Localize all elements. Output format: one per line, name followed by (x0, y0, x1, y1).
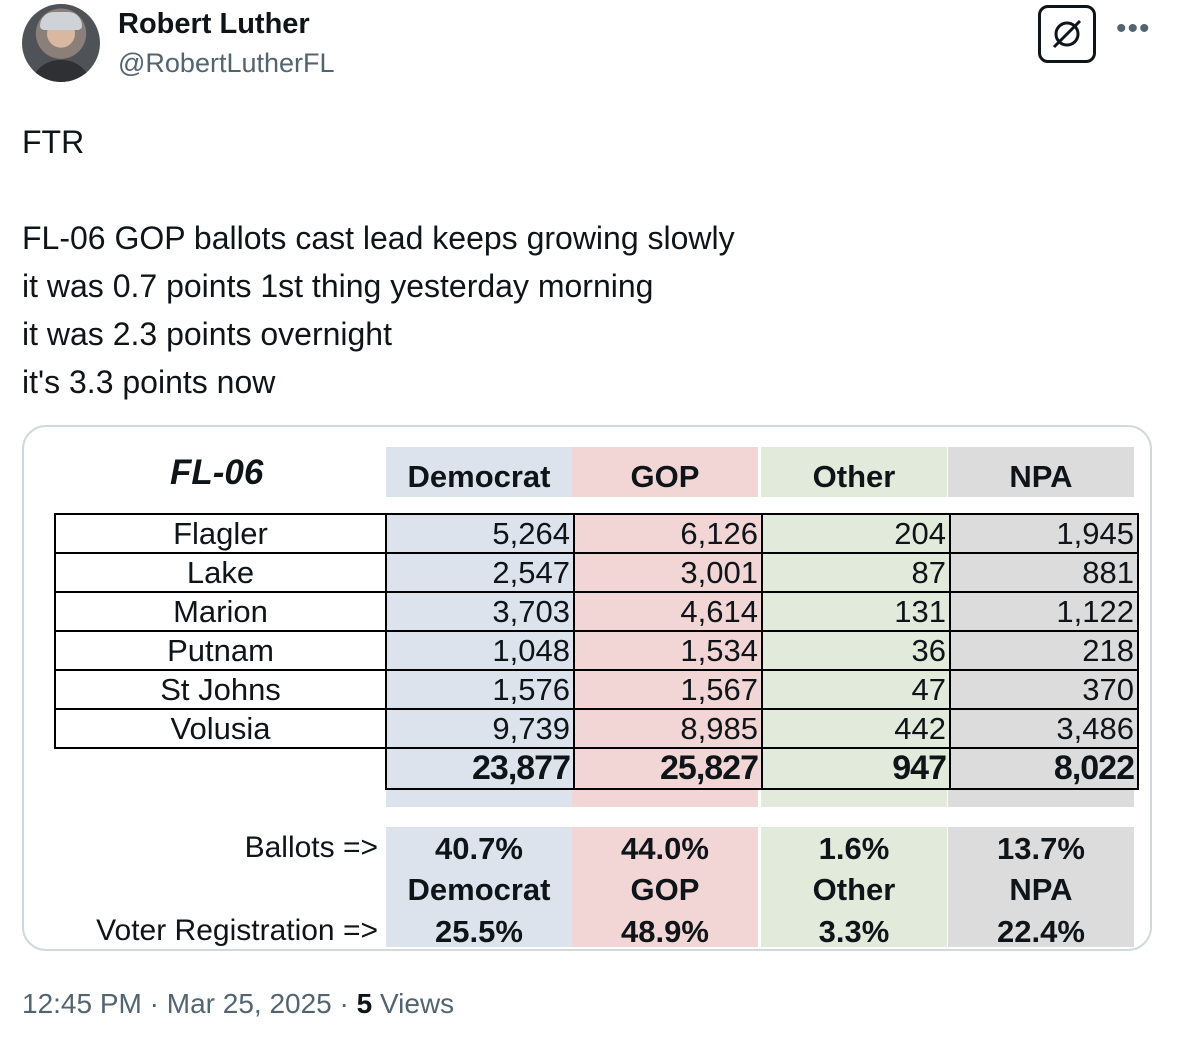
npa-cell: 370 (949, 669, 1139, 710)
totals-row: 23,877 25,827 947 8,022 (55, 747, 1139, 790)
npa-cell: 1,945 (949, 513, 1139, 554)
ballots-table: Flagler 5,264 6,126 204 1,945 Lake 2,547… (54, 513, 1139, 790)
tweet-time[interactable]: 12:45 PM (22, 988, 142, 1019)
table-row: Putnam 1,048 1,534 36 218 (54, 630, 1139, 671)
democrat-cell: 1,576 (385, 669, 575, 710)
democrat-cell: 2,547 (385, 552, 575, 593)
header-gop: GOP (630, 459, 700, 494)
npa-cell: 881 (949, 552, 1139, 593)
other-cell: 131 (761, 591, 951, 632)
table-row: St Johns 1,576 1,567 47 370 (54, 669, 1139, 710)
gop-cell: 1,534 (573, 630, 763, 671)
npa-total: 8,022 (949, 747, 1139, 790)
other-ballots-pct: 1.6% (818, 831, 890, 866)
header-npa: NPA (1009, 459, 1073, 494)
gop-cell: 1,567 (573, 669, 763, 710)
more-icon[interactable]: ••• (1116, 12, 1151, 45)
npa-cell: 218 (949, 630, 1139, 671)
county-name: Flagler (54, 513, 387, 554)
democrat-cell: 1,048 (385, 630, 575, 671)
other-cell: 442 (761, 708, 951, 749)
democrat-total: 23,877 (385, 747, 575, 790)
gop-cell: 8,985 (573, 708, 763, 749)
author-name[interactable]: Robert Luther (118, 8, 310, 40)
gop-ballots-pct: 44.0% (621, 831, 709, 866)
header-other: Other (812, 459, 896, 494)
ballots-label: Ballots => (244, 831, 378, 864)
democrat-cell: 5,264 (385, 513, 575, 554)
democrat-ballots-pct: 40.7% (435, 831, 523, 866)
democrat-cell: 3,703 (385, 591, 575, 632)
gop-cell: 6,126 (573, 513, 763, 554)
party-label-other: Other (812, 872, 896, 907)
county-name: Volusia (54, 708, 387, 749)
table-row: Volusia 9,739 8,985 442 3,486 (54, 708, 1139, 749)
other-cell: 87 (761, 552, 951, 593)
npa-cell: 1,122 (949, 591, 1139, 632)
party-label-democrat: Democrat (407, 872, 551, 907)
democrat-registration-pct: 25.5% (435, 914, 523, 949)
gop-total: 25,827 (573, 747, 763, 790)
npa-ballots-pct: 13.7% (997, 831, 1085, 866)
gop-cell: 4,614 (573, 591, 763, 632)
table-row: Flagler 5,264 6,126 204 1,945 (54, 513, 1139, 554)
registration-label: Voter Registration => (96, 914, 378, 947)
gop-cell: 3,001 (573, 552, 763, 593)
tweet-meta: 12:45 PM · Mar 25, 2025 · 5 Views (22, 988, 455, 1019)
other-total: 947 (761, 747, 951, 790)
views-count: 5 (356, 988, 373, 1019)
other-cell: 47 (761, 669, 951, 710)
democrat-cell: 9,739 (385, 708, 575, 749)
other-registration-pct: 3.3% (818, 914, 890, 949)
npa-registration-pct: 22.4% (997, 914, 1085, 949)
other-cell: 36 (761, 630, 951, 671)
party-label-gop: GOP (630, 872, 700, 907)
table-row: Lake 2,547 3,001 87 881 (54, 552, 1139, 593)
table-row: Marion 3,703 4,614 131 1,122 (54, 591, 1139, 632)
county-name: Putnam (54, 630, 387, 671)
header-democrat: Democrat (407, 459, 551, 494)
gop-registration-pct: 48.9% (621, 914, 709, 949)
table-title: FL-06 (170, 453, 264, 492)
tweet-image[interactable]: FL-06 Democrat GOP Other NPA Flagler 5,2… (22, 425, 1152, 951)
avatar[interactable] (22, 4, 100, 82)
county-name: St Johns (54, 669, 387, 710)
party-label-npa: NPA (1009, 872, 1073, 907)
other-cell: 204 (761, 513, 951, 554)
npa-cell: 3,486 (949, 708, 1139, 749)
views-label: Views (380, 988, 455, 1019)
tweet-text: FTR FL-06 GOP ballots cast lead keeps gr… (22, 124, 735, 400)
tweet-date[interactable]: Mar 25, 2025 (166, 988, 332, 1019)
county-name: Marion (54, 591, 387, 632)
author-handle[interactable]: @RobertLutherFL (118, 48, 335, 78)
county-name: Lake (54, 552, 387, 593)
grok-icon[interactable] (1038, 5, 1096, 63)
